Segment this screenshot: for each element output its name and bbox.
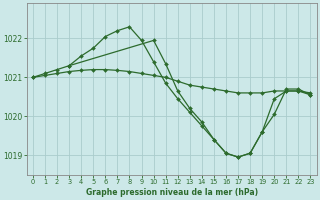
X-axis label: Graphe pression niveau de la mer (hPa): Graphe pression niveau de la mer (hPa)	[86, 188, 258, 197]
